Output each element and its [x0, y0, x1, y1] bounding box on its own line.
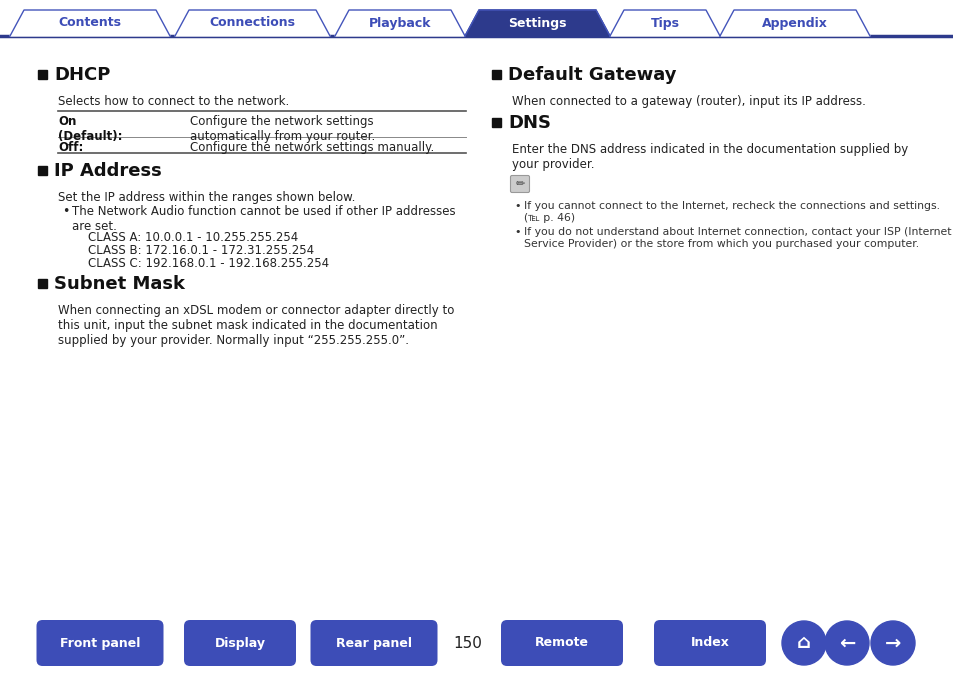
Bar — [38, 166, 47, 174]
Circle shape — [781, 621, 825, 665]
Text: ⌂: ⌂ — [796, 633, 810, 653]
Text: •: • — [62, 205, 70, 218]
Text: •: • — [514, 227, 520, 237]
Text: DHCP: DHCP — [54, 66, 111, 84]
Text: Front panel: Front panel — [60, 637, 140, 649]
Text: Index: Index — [690, 637, 729, 649]
Polygon shape — [720, 10, 869, 36]
Text: Configure the network settings
automatically from your router.: Configure the network settings automatic… — [190, 115, 375, 143]
Text: Configure the network settings manually.: Configure the network settings manually. — [190, 141, 434, 154]
Text: On
(Default):: On (Default): — [58, 115, 122, 143]
Text: Playback: Playback — [369, 17, 431, 30]
Text: ✏: ✏ — [515, 179, 524, 189]
Polygon shape — [10, 10, 170, 36]
Text: The Network Audio function cannot be used if other IP addresses
are set.: The Network Audio function cannot be use… — [71, 205, 456, 233]
FancyBboxPatch shape — [500, 620, 622, 666]
Text: Default Gateway: Default Gateway — [507, 66, 676, 84]
Text: Enter the DNS address indicated in the documentation supplied by
your provider.: Enter the DNS address indicated in the d… — [512, 143, 907, 171]
Text: •: • — [514, 201, 520, 211]
Polygon shape — [609, 10, 720, 36]
Circle shape — [870, 621, 914, 665]
Bar — [492, 118, 500, 127]
Text: DNS: DNS — [507, 114, 551, 132]
Text: Contents: Contents — [58, 17, 121, 30]
Text: Appendix: Appendix — [761, 17, 827, 30]
Text: Tips: Tips — [650, 17, 679, 30]
Text: If you cannot connect to the Internet, recheck the connections and settings.
(℡ : If you cannot connect to the Internet, r… — [523, 201, 939, 223]
Text: Selects how to connect to the network.: Selects how to connect to the network. — [58, 95, 289, 108]
Text: Remote: Remote — [535, 637, 588, 649]
Text: CLASS B: 172.16.0.1 - 172.31.255.254: CLASS B: 172.16.0.1 - 172.31.255.254 — [88, 244, 314, 257]
Text: Subnet Mask: Subnet Mask — [54, 275, 185, 293]
Text: CLASS A: 10.0.0.1 - 10.255.255.254: CLASS A: 10.0.0.1 - 10.255.255.254 — [88, 231, 298, 244]
Text: 150: 150 — [453, 635, 482, 651]
FancyBboxPatch shape — [184, 620, 295, 666]
Bar — [38, 279, 47, 287]
Text: Display: Display — [214, 637, 265, 649]
Text: When connecting an xDSL modem or connector adapter directly to
this unit, input : When connecting an xDSL modem or connect… — [58, 304, 454, 347]
Polygon shape — [174, 10, 330, 36]
Text: Settings: Settings — [508, 17, 566, 30]
Text: CLASS C: 192.168.0.1 - 192.168.255.254: CLASS C: 192.168.0.1 - 192.168.255.254 — [88, 257, 329, 270]
Text: When connected to a gateway (router), input its IP address.: When connected to a gateway (router), in… — [512, 95, 865, 108]
Polygon shape — [335, 10, 464, 36]
Text: If you do not understand about Internet connection, contact your ISP (Internet
S: If you do not understand about Internet … — [523, 227, 950, 248]
Text: →: → — [883, 633, 901, 653]
Text: ←: ← — [838, 633, 854, 653]
FancyBboxPatch shape — [36, 620, 163, 666]
FancyBboxPatch shape — [310, 620, 437, 666]
Text: Rear panel: Rear panel — [335, 637, 412, 649]
Text: Connections: Connections — [210, 17, 295, 30]
Polygon shape — [464, 10, 609, 36]
Text: Set the IP address within the ranges shown below.: Set the IP address within the ranges sho… — [58, 191, 355, 204]
FancyBboxPatch shape — [510, 176, 529, 192]
FancyBboxPatch shape — [654, 620, 765, 666]
Circle shape — [824, 621, 868, 665]
Text: Off:: Off: — [58, 141, 83, 154]
Bar — [38, 69, 47, 79]
Text: IP Address: IP Address — [54, 162, 162, 180]
Bar — [492, 69, 500, 79]
